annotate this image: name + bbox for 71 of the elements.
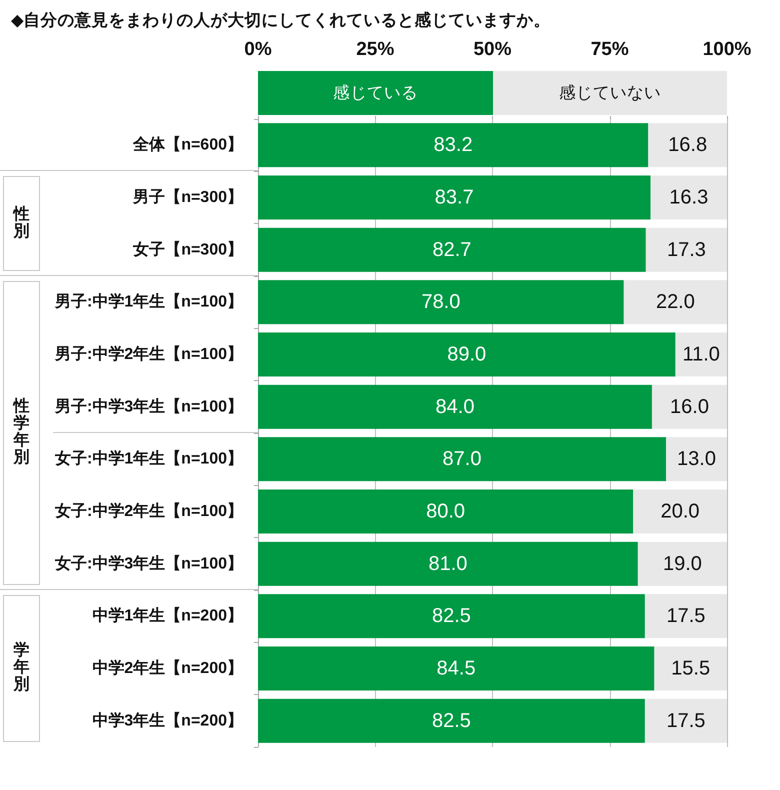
data-label: 83.2 [434, 134, 473, 156]
bar [675, 332, 727, 376]
data-label: 16.3 [669, 186, 708, 208]
y-tick-label: 女子:中学1年生【n=100】 [54, 450, 243, 468]
data-label: 82.5 [432, 710, 471, 732]
data-label: 81.0 [428, 552, 468, 575]
text: 性別 [14, 206, 30, 240]
bar [666, 437, 727, 482]
data-label: 13.0 [677, 448, 716, 470]
x-tick-label: 25% [356, 39, 394, 60]
bar [650, 176, 727, 220]
data-label: 84.5 [436, 658, 476, 680]
text: 性学年別 [14, 398, 30, 467]
y-tick-label: 男子:中学1年生【n=100】 [54, 292, 243, 311]
x-tick-label: 75% [590, 39, 629, 60]
bar [638, 542, 727, 586]
bar [258, 123, 648, 168]
data-label: 84.0 [436, 396, 474, 418]
bar [633, 490, 727, 534]
bar [258, 280, 624, 324]
bar [258, 542, 638, 586]
x-tick-label: 50% [473, 39, 512, 60]
y-tick-label: 全体【n=600】 [132, 136, 243, 154]
data-label: 16.0 [670, 396, 709, 418]
x-tick-label: 100% [702, 39, 752, 60]
series-label: 感じている [258, 70, 492, 115]
bar [258, 437, 666, 482]
bar [258, 332, 676, 376]
bar [654, 646, 727, 690]
bar [652, 384, 727, 429]
chart-title: ◆自分の意見をまわりの人が大切にしてくれていると感じていますか。 [11, 10, 551, 30]
data-label: 17.5 [666, 710, 706, 732]
data-label: 20.0 [660, 500, 700, 522]
y-tick-label: 女子:中学2年生【n=100】 [54, 502, 243, 520]
data-label: 19.0 [662, 552, 702, 575]
bar [258, 384, 652, 429]
data-label: 11.0 [682, 344, 720, 366]
bar [646, 228, 727, 272]
y-tick-label: 女子:中学3年生【n=100】 [54, 554, 243, 572]
series-label: 感じていない [492, 70, 727, 115]
text: 学年別 [14, 642, 30, 694]
data-label: 82.5 [432, 605, 471, 628]
data-label: 87.0 [442, 448, 482, 470]
y-tick-label: 男子:中学2年生【n=100】 [54, 345, 243, 363]
bar [258, 646, 654, 690]
bar [648, 123, 727, 168]
y-tick-label: 女子【n=300】 [132, 240, 243, 258]
y-tick-label: 中学1年生【n=200】 [92, 606, 243, 625]
data-label: 17.3 [666, 238, 706, 261]
data-label: 22.0 [656, 291, 695, 314]
y-tick-label: 中学3年生【n=200】 [92, 711, 243, 730]
y-tick-label: 男子:中学3年生【n=100】 [54, 397, 243, 416]
data-label: 17.5 [666, 605, 706, 628]
data-label: 78.0 [421, 291, 460, 314]
bar [624, 280, 727, 324]
x-tick-label: 0% [244, 39, 272, 60]
data-label: 83.7 [434, 186, 474, 208]
bar [258, 698, 645, 743]
data-label: 16.8 [668, 134, 708, 156]
bar [258, 176, 651, 220]
data-label: 80.0 [426, 500, 466, 522]
y-tick-label: 男子【n=300】 [132, 188, 243, 206]
bar [644, 594, 727, 638]
data-label: 89.0 [447, 344, 486, 366]
bar [258, 594, 645, 638]
data-label: 82.7 [432, 238, 472, 261]
bar [258, 490, 634, 534]
y-tick-label: 中学2年生【n=200】 [92, 659, 243, 677]
data-label: 15.5 [671, 658, 710, 680]
bar [258, 228, 646, 272]
bar [644, 698, 727, 743]
